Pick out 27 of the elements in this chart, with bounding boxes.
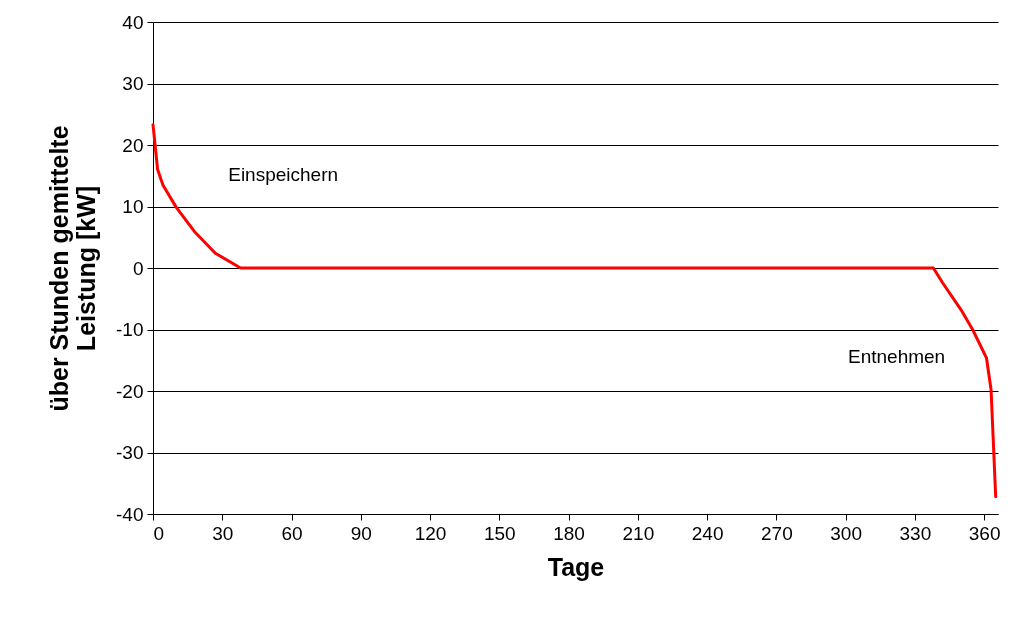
x-tick-label: 240 <box>691 522 724 544</box>
y-axis-title: über Stunden gemittelte Leistung [kW] <box>45 125 101 412</box>
y-tick-label: -20 <box>116 380 144 402</box>
x-tick-label: 30 <box>212 522 234 544</box>
x-tick-label: 60 <box>281 522 303 544</box>
x-tick-label: 90 <box>350 522 372 544</box>
line-series <box>151 123 998 499</box>
annotation: Entnehmen <box>848 345 946 367</box>
annotation: Einspeichern <box>228 163 339 185</box>
y-tick-label: -30 <box>116 442 144 463</box>
y-tick-label: 10 <box>122 196 144 217</box>
x-tick-label: 150 <box>483 522 516 544</box>
x-tick-label: 180 <box>553 522 585 544</box>
y-tick-label: 30 <box>122 73 144 94</box>
y-tick-label: -40 <box>116 503 144 525</box>
x-tick-label: 270 <box>761 522 793 544</box>
x-tick-label: 330 <box>899 522 932 544</box>
x-tick-label: 360 <box>968 522 1001 544</box>
x-tick-label: 120 <box>414 522 447 544</box>
x-tick-label: 210 <box>622 522 655 544</box>
x-axis-title: Tage <box>547 552 605 581</box>
y-tick-label: 40 <box>122 11 144 33</box>
x-tick-label: 300 <box>830 522 862 544</box>
x-tick-label: 0 <box>153 522 165 544</box>
y-tick-label: 20 <box>122 134 144 156</box>
y-tick-label: -10 <box>116 319 144 340</box>
y-tick-label: 0 <box>132 257 144 279</box>
